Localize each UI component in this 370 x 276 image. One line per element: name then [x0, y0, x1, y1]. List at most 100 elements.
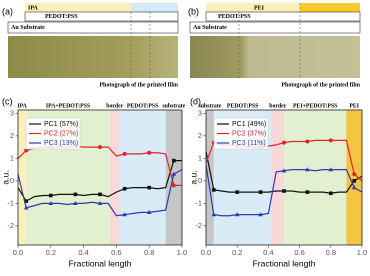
- marker: [352, 179, 356, 183]
- region-label: PEI+PEDOT:PSS: [293, 103, 337, 109]
- legend-label: PC3 (13%): [44, 140, 78, 147]
- photo: [8, 36, 178, 78]
- x-tick-label: 0.0: [13, 248, 23, 257]
- layer-label: PEI: [254, 5, 265, 11]
- y-tick-label: -1: [7, 198, 14, 207]
- layer-label: Au Substrate: [11, 25, 45, 31]
- layer-label: IPA: [28, 5, 39, 11]
- y-tick-label: 2: [10, 131, 14, 140]
- marker: [258, 212, 263, 217]
- panel-label: (c): [2, 96, 13, 106]
- y-tick-label: 2: [198, 131, 202, 140]
- marker: [147, 185, 151, 190]
- marker: [282, 189, 286, 193]
- x-tick-label: 0.0: [201, 248, 211, 257]
- panel-a: (a) IPA PEDOT:PSS Au Substrate Photograp…: [2, 3, 179, 88]
- y-tick-label: 0: [198, 176, 202, 185]
- marker: [24, 148, 29, 153]
- y-tick-label: 0: [10, 176, 14, 185]
- marker: [49, 193, 53, 198]
- legend-label: PC1 (57%): [44, 121, 78, 128]
- y-axis-label: a.u.: [0, 170, 10, 184]
- x-tick-label: 1.0: [177, 248, 187, 257]
- x-tick-label: 0.6: [111, 248, 121, 257]
- x-axis-label: Fractional length: [253, 258, 316, 268]
- legend-label: PC2 (37%): [232, 130, 266, 137]
- x-tick-label: 0.2: [232, 248, 242, 257]
- marker: [48, 200, 54, 205]
- panel-label: (d): [190, 96, 201, 106]
- caption: Photograph of the printed film: [281, 82, 360, 88]
- marker: [212, 188, 216, 192]
- marker: [97, 200, 103, 205]
- region-label: IPA: [17, 103, 27, 109]
- marker: [305, 139, 310, 144]
- x-tick-label: 0.8: [326, 248, 336, 257]
- y-tick-label: -2: [7, 221, 14, 230]
- substrate-layer: [7, 21, 179, 34]
- panel-b: (b) PEI PEDOT:PSS Au Substrate Photograp…: [188, 3, 361, 88]
- x-tick-label: 0.4: [78, 248, 88, 257]
- marker: [328, 138, 333, 143]
- legend-label: PC1 (49%): [232, 121, 266, 128]
- region-label: border: [106, 103, 123, 109]
- marker: [146, 209, 152, 214]
- marker: [281, 168, 287, 173]
- panel-label: (a): [2, 6, 13, 16]
- marker: [329, 191, 333, 196]
- marker: [211, 212, 217, 217]
- legend-label: PC2 (27%): [44, 130, 78, 137]
- region: [271, 110, 284, 245]
- region: [119, 110, 166, 245]
- layer-label: Au Substrate: [193, 25, 227, 31]
- pei-top: [300, 3, 360, 12]
- x-tick-label: 1.0: [357, 248, 367, 257]
- y-tick-label: 1: [198, 153, 202, 162]
- region: [165, 110, 182, 245]
- axes-frame: [205, 109, 363, 246]
- panel-label: (b): [188, 6, 199, 16]
- y-tick-label: 1: [10, 153, 14, 162]
- region-label: substrate: [162, 103, 185, 109]
- pedot-layer: [205, 11, 361, 22]
- layer-label: PEDOT:PSS: [218, 14, 251, 20]
- marker: [171, 183, 176, 188]
- region-label: substrate: [198, 103, 221, 109]
- marker: [352, 172, 357, 177]
- marker: [122, 151, 127, 156]
- pedot-layer: [24, 11, 179, 22]
- region-label: PEDOT:PSS: [227, 103, 258, 109]
- region-label: border: [269, 103, 286, 109]
- photo: [190, 36, 360, 78]
- region: [109, 110, 120, 245]
- marker: [23, 205, 29, 210]
- caption: Photograph of the printed film: [99, 82, 178, 88]
- marker: [171, 171, 177, 176]
- marker: [282, 140, 286, 145]
- x-tick-label: 0.8: [144, 248, 154, 257]
- region: [18, 110, 27, 245]
- region: [206, 110, 214, 245]
- y-tick-label: -2: [195, 221, 202, 230]
- layer-label: PEDOT:PSS: [45, 14, 78, 20]
- region: [284, 110, 347, 245]
- marker: [122, 186, 127, 191]
- y-axis-label: a.u.: [188, 170, 198, 184]
- marker: [122, 212, 127, 217]
- marker: [305, 190, 310, 194]
- ipa-layer: [25, 3, 131, 12]
- region-label: IPA+PEDOT:PSS: [46, 103, 90, 109]
- marker: [98, 145, 102, 150]
- marker: [351, 185, 357, 190]
- marker: [73, 192, 78, 197]
- x-tick-label: 0.2: [46, 248, 56, 257]
- marker: [234, 212, 240, 217]
- marker: [305, 167, 310, 172]
- x-tick-label: 0.4: [263, 248, 273, 257]
- legend-box: [25, 117, 81, 150]
- marker: [258, 190, 263, 194]
- region: [346, 110, 362, 245]
- y-tick-label: 3: [198, 108, 202, 117]
- region-label: PEDOT:PSS: [127, 103, 158, 109]
